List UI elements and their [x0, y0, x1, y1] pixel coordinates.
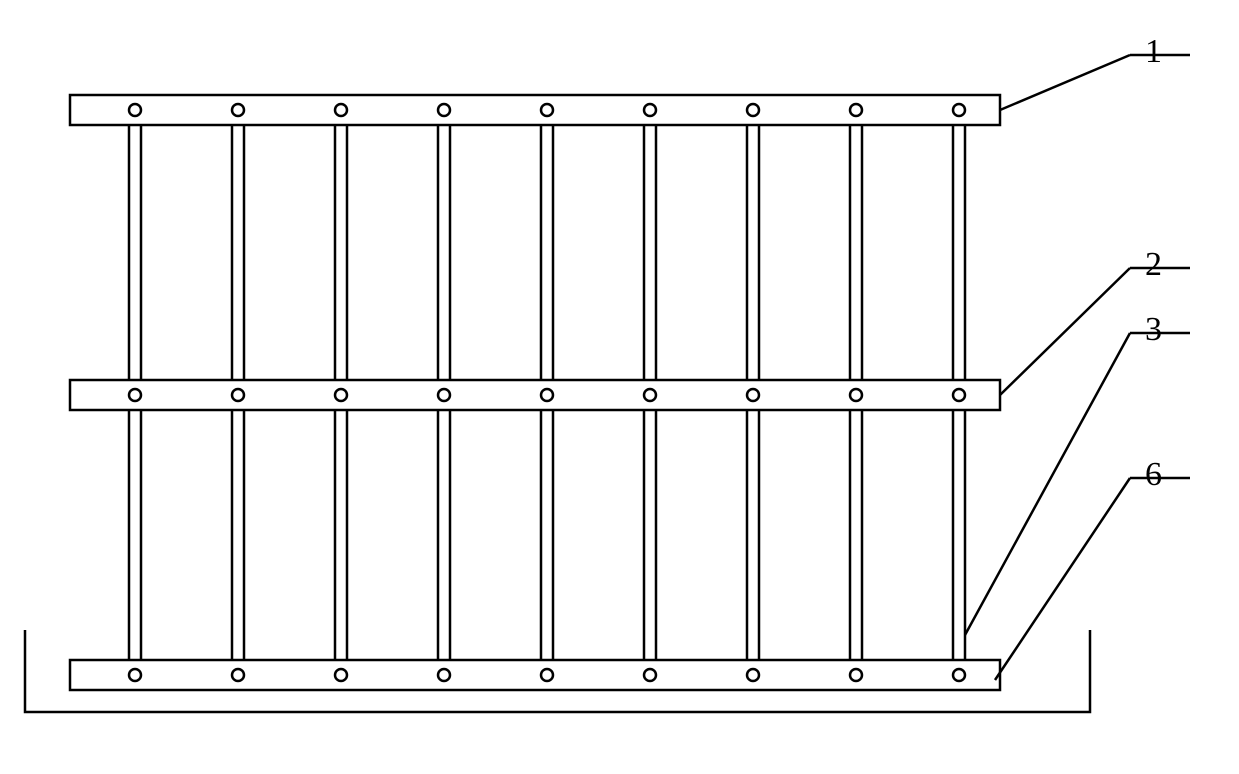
bottom-bar-hole: [541, 669, 553, 681]
top-bar-hole: [335, 104, 347, 116]
bottom-bar-hole: [747, 669, 759, 681]
callout-label-2: 2: [1145, 246, 1162, 283]
mid-bar-hole: [644, 389, 656, 401]
callout-label-6: 6: [1145, 456, 1162, 493]
top-bar-hole: [953, 104, 965, 116]
mid-bar-hole: [953, 389, 965, 401]
bottom-bar-hole: [335, 669, 347, 681]
mid-bar-hole: [438, 389, 450, 401]
top-bar-hole: [129, 104, 141, 116]
top-bar-hole: [644, 104, 656, 116]
mid-bar-hole: [541, 389, 553, 401]
bottom-bar-hole: [232, 669, 244, 681]
leader-line-3: [965, 333, 1130, 635]
top-bar-hole: [232, 104, 244, 116]
mid-bar-hole: [232, 389, 244, 401]
bottom-bar-hole: [438, 669, 450, 681]
mid-bar-hole: [129, 389, 141, 401]
top-bar-hole: [541, 104, 553, 116]
callout-label-3: 3: [1145, 311, 1162, 348]
mid-bar-hole: [335, 389, 347, 401]
top-bar-hole: [438, 104, 450, 116]
mid-bar-hole: [747, 389, 759, 401]
top-bar-hole: [747, 104, 759, 116]
bottom-bar-hole: [953, 669, 965, 681]
leader-line-6: [995, 478, 1130, 680]
callout-label-1: 1: [1145, 33, 1162, 70]
leader-line-1: [1000, 55, 1130, 110]
mid-bar-hole: [850, 389, 862, 401]
bottom-bar-hole: [850, 669, 862, 681]
top-bar-hole: [850, 104, 862, 116]
bottom-bar-hole: [644, 669, 656, 681]
bottom-bar-hole: [129, 669, 141, 681]
leader-line-2: [1000, 268, 1130, 395]
